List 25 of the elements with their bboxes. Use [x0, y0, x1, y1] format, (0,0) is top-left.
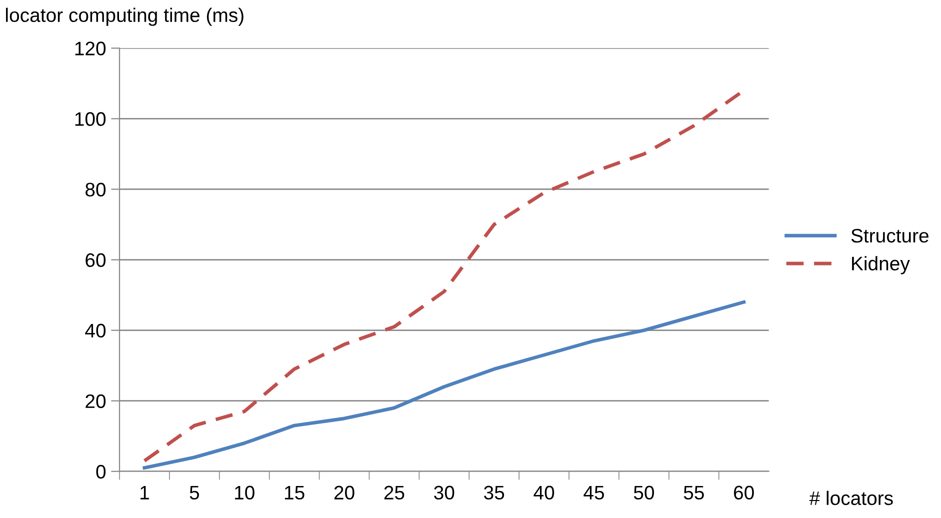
x-tick-label: 35	[484, 486, 504, 500]
x-tick-label: 1	[140, 486, 149, 500]
x-tick-label: 30	[434, 486, 454, 500]
x-tick-label: 10	[235, 486, 254, 500]
y-tick-label: 60	[86, 253, 106, 268]
y-tick-label: 0	[96, 464, 106, 479]
x-tick-label: 25	[384, 486, 404, 500]
y-axis-title: locator computing time (ms)	[6, 8, 244, 26]
x-tick-label: 40	[534, 486, 554, 500]
x-tick-label: 5	[190, 486, 200, 500]
legend-label: Kidney	[852, 256, 910, 274]
line-series	[142, 300, 746, 470]
x-tick-label: 60	[734, 486, 754, 500]
x-tick-label: 20	[334, 486, 354, 500]
x-tick-label: 15	[284, 486, 304, 500]
x-axis-title: # locators	[809, 490, 893, 506]
x-tick-label: 50	[634, 486, 654, 500]
y-tick-label: 80	[86, 182, 106, 196]
x-tick-label: 55	[684, 486, 704, 500]
y-tick-label: 40	[85, 324, 106, 338]
legend-label: Structure	[851, 228, 928, 243]
y-tick-label: 20	[86, 394, 106, 408]
y-tick-label: 120	[75, 42, 106, 56]
x-tick-label: 45	[584, 486, 604, 500]
y-tick-label: 100	[75, 112, 106, 126]
